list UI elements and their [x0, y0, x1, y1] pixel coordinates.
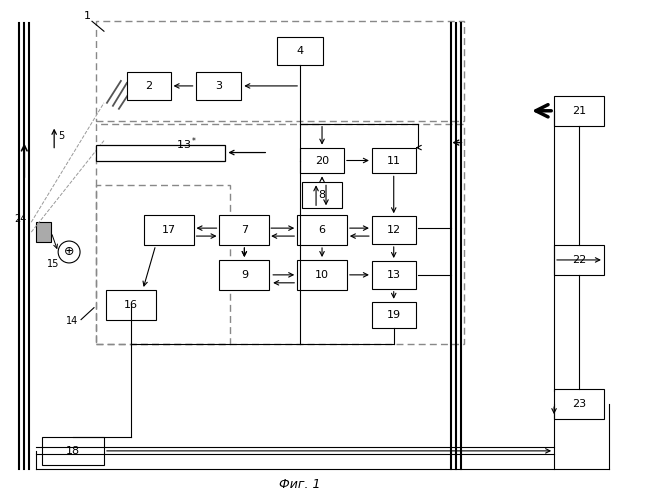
Bar: [106, 290, 156, 320]
Text: 9: 9: [241, 270, 248, 280]
Bar: [297, 260, 347, 290]
Text: 11: 11: [387, 156, 401, 166]
Text: 12: 12: [387, 225, 401, 235]
Bar: [554, 389, 604, 419]
Bar: [302, 182, 342, 208]
Text: 7: 7: [241, 225, 248, 235]
Bar: [42, 437, 104, 465]
Bar: [96, 22, 465, 120]
Text: 19: 19: [387, 310, 401, 320]
Text: 18: 18: [66, 446, 80, 456]
Text: 14: 14: [66, 316, 78, 326]
Bar: [96, 144, 225, 160]
Text: 21: 21: [572, 106, 586, 116]
Text: 16: 16: [124, 300, 138, 310]
Bar: [127, 72, 171, 100]
Text: 10: 10: [315, 270, 329, 280]
Text: 1: 1: [84, 12, 91, 22]
Text: 15: 15: [47, 259, 59, 269]
Bar: [36, 222, 51, 242]
Text: 13: 13: [387, 270, 401, 280]
Circle shape: [58, 241, 80, 263]
Bar: [372, 261, 416, 289]
Bar: [196, 72, 241, 100]
Text: 6: 6: [318, 225, 326, 235]
Bar: [300, 148, 344, 174]
Bar: [372, 216, 416, 244]
Text: ⊕: ⊕: [64, 246, 74, 258]
Text: 17: 17: [161, 225, 176, 235]
Bar: [219, 260, 270, 290]
Bar: [96, 124, 465, 344]
Bar: [297, 215, 347, 245]
Text: 24: 24: [14, 214, 27, 224]
Text: 4: 4: [297, 46, 304, 56]
Text: 2: 2: [145, 81, 152, 91]
Bar: [554, 96, 604, 126]
Bar: [219, 215, 270, 245]
Text: $13^*$: $13^*$: [176, 136, 197, 152]
Text: 23: 23: [572, 399, 586, 409]
Bar: [277, 37, 323, 65]
Bar: [144, 215, 194, 245]
Text: 22: 22: [572, 255, 586, 265]
Text: 20: 20: [315, 156, 329, 166]
Text: 5: 5: [58, 130, 65, 140]
Bar: [96, 186, 231, 344]
Bar: [372, 148, 416, 174]
Bar: [554, 245, 604, 275]
Text: 3: 3: [215, 81, 222, 91]
Text: Фиг. 1: Фиг. 1: [279, 478, 321, 491]
Bar: [372, 302, 416, 328]
Text: 8: 8: [318, 190, 326, 200]
